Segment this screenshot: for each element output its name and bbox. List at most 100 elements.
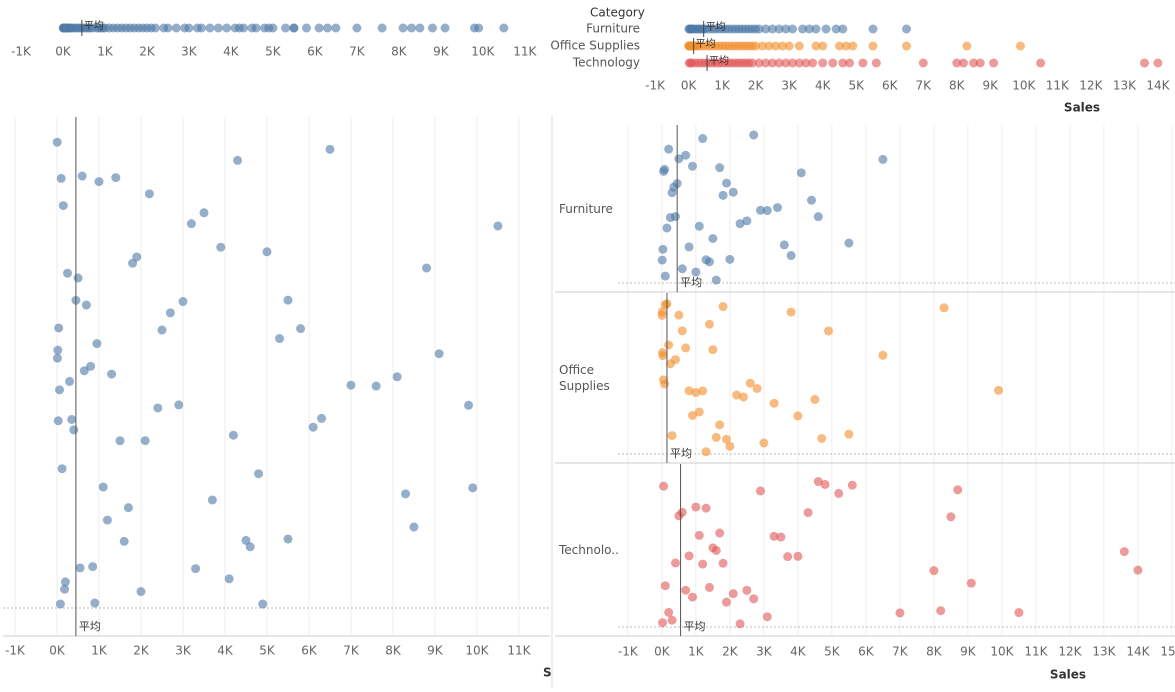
point: [838, 58, 848, 68]
point: [749, 130, 759, 140]
point: [691, 502, 701, 512]
point: [755, 205, 765, 215]
point: [698, 559, 708, 569]
point: [767, 24, 777, 34]
x-tick-label: 1K: [714, 79, 731, 93]
point: [1015, 41, 1025, 51]
point: [848, 41, 858, 51]
point: [794, 41, 804, 51]
point: [308, 422, 318, 432]
point: [1153, 58, 1163, 68]
x-tick-label: 11K: [513, 45, 537, 59]
point: [962, 41, 972, 51]
point: [67, 414, 77, 424]
point: [377, 23, 387, 33]
x-tick-label: 14K: [1126, 645, 1150, 659]
x-tick-label: 12K: [1058, 645, 1082, 659]
x-axis-label: Sales: [1050, 668, 1086, 682]
point: [427, 23, 437, 33]
x-tick-label: 9K: [983, 79, 1000, 93]
point: [128, 258, 138, 268]
x-tick-label: 4K: [217, 644, 234, 658]
point: [818, 58, 828, 68]
point: [788, 24, 798, 34]
x-tick-label: 6K: [301, 644, 318, 658]
point: [159, 23, 169, 33]
category-strip-chart: -1K 0K 1K 2K 3K 4K 5K 6K 7K 8K 9K 10K 11K 12K 13K 14K Sa…: [550, 6, 1170, 115]
point: [92, 339, 102, 349]
point: [732, 390, 742, 400]
row-label: Office Supplies: [559, 363, 610, 393]
point: [207, 495, 217, 505]
point: [157, 325, 167, 335]
point: [123, 503, 133, 513]
point: [820, 479, 830, 489]
point: [667, 431, 677, 441]
point: [810, 394, 820, 404]
point: [52, 137, 62, 147]
point: [493, 221, 503, 231]
point: [275, 334, 285, 344]
x-tick-label: 7K: [343, 644, 360, 658]
x-tick-label: 2K: [133, 644, 150, 658]
point: [94, 177, 104, 187]
point: [687, 592, 697, 602]
point: [784, 41, 794, 51]
point: [314, 23, 324, 33]
point: [781, 58, 791, 68]
point: [704, 582, 714, 592]
x-tick-label: 11K: [1046, 79, 1070, 93]
x-tick-label: 1K: [97, 45, 114, 59]
point: [1036, 58, 1046, 68]
point: [759, 438, 769, 448]
point: [111, 173, 121, 183]
point: [667, 188, 677, 198]
x-tick-label: 5K: [848, 79, 865, 93]
point: [694, 221, 704, 231]
x-tick-label: -1K: [5, 644, 26, 658]
point: [58, 201, 68, 211]
point: [281, 23, 291, 33]
x-tick-label: 2K: [748, 79, 765, 93]
x-tick-label: 9K: [427, 644, 444, 658]
point: [718, 302, 728, 312]
point: [701, 503, 711, 513]
point: [708, 543, 718, 553]
point: [958, 58, 968, 68]
x-tick-label: 5K: [265, 45, 282, 59]
x-tick-label: 9K: [433, 45, 450, 59]
point: [401, 489, 411, 499]
legend-label: Office Supplies: [550, 39, 640, 53]
x-tick-label: 4K: [223, 45, 240, 59]
row-label: Furniture: [559, 201, 613, 216]
x-tick-label: 0K: [49, 644, 66, 658]
point: [317, 413, 327, 423]
point: [752, 383, 762, 393]
point: [698, 134, 708, 144]
point: [499, 23, 509, 33]
x-axis-label: Sales: [1064, 101, 1100, 115]
point: [422, 263, 432, 273]
point: [745, 378, 755, 388]
mean-label: 平均: [670, 447, 692, 460]
point: [828, 58, 838, 68]
mean-label: 平均: [706, 21, 726, 33]
point: [665, 359, 675, 369]
point: [831, 24, 841, 34]
point: [65, 376, 75, 386]
point: [844, 429, 854, 439]
point: [228, 430, 238, 440]
x-tick-label: -1K: [645, 79, 666, 93]
x-tick-label: 3K: [756, 645, 773, 659]
point: [725, 254, 735, 264]
point: [371, 381, 381, 391]
x-tick-label: 13K: [1113, 79, 1137, 93]
point: [796, 168, 806, 178]
point: [742, 216, 752, 226]
point: [247, 23, 257, 33]
point: [878, 350, 888, 360]
point: [115, 436, 125, 446]
point: [701, 255, 711, 265]
point: [677, 326, 687, 336]
point: [52, 353, 62, 363]
